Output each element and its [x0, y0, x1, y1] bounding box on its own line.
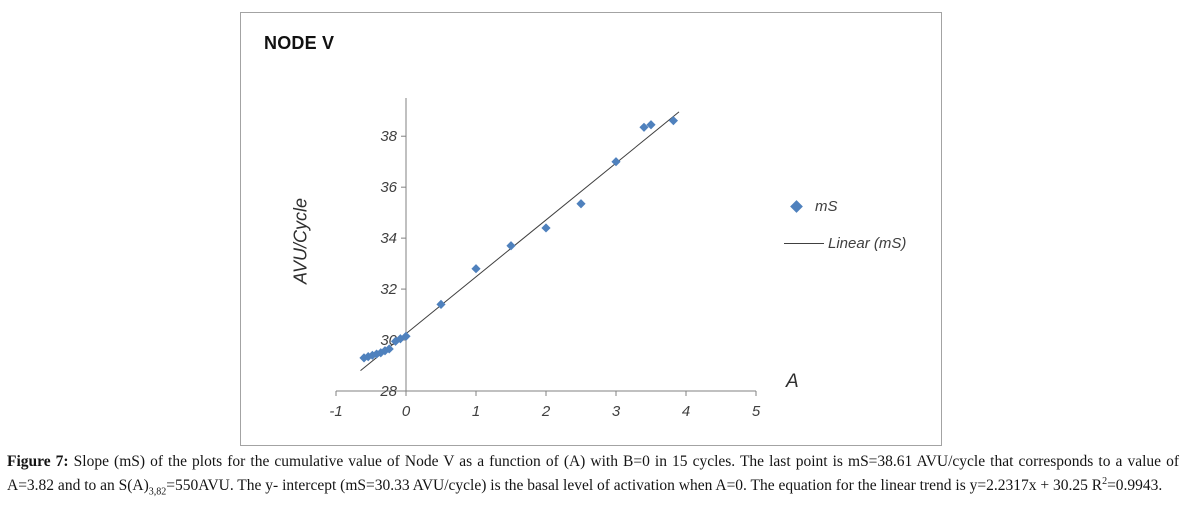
svg-text:28: 28: [379, 383, 397, 400]
legend: mS Linear (mS): [784, 196, 906, 270]
x-axis-label: A: [786, 371, 799, 392]
svg-text:32: 32: [380, 281, 397, 298]
caption-superscript: 2: [1102, 476, 1108, 488]
svg-text:38: 38: [380, 128, 397, 145]
caption-subscript: 3,82: [148, 486, 167, 498]
caption-text-3: =0.9943.: [1107, 477, 1163, 495]
svg-text:36: 36: [380, 179, 397, 196]
legend-label-linear: Linear (mS): [828, 234, 907, 252]
svg-text:30: 30: [380, 332, 397, 349]
svg-text:34: 34: [380, 230, 397, 247]
figure-caption: Figure 7: Slope (mS) of the plots for th…: [7, 450, 1179, 501]
chart-panel: NODE V -1 0 1 2 3 4 5 28 30 32 34 36 38 AVU/Cycle A …: [240, 12, 942, 446]
svg-text:3: 3: [612, 403, 621, 420]
figure-caption-label: Figure 7:: [7, 453, 69, 470]
svg-text:4: 4: [682, 403, 690, 420]
svg-text:1: 1: [472, 403, 480, 420]
svg-text:5: 5: [752, 403, 761, 420]
diamond-marker-icon: [790, 199, 803, 213]
caption-text-2: =550AVU. The y- intercept (mS=30.33 AVU/…: [166, 477, 1103, 495]
svg-text:-1: -1: [329, 403, 342, 420]
legend-label-ms: mS: [815, 197, 838, 215]
y-axis-label: AVU/Cycle: [290, 197, 311, 285]
chart-title: NODE V: [264, 33, 335, 53]
legend-item-ms: mS: [784, 196, 906, 216]
svg-text:0: 0: [402, 403, 411, 420]
trendline-swatch-icon: [784, 242, 824, 244]
caption-text-1: Slope (mS) of the plots for the cumulati…: [7, 453, 1179, 495]
legend-item-linear: Linear (mS): [784, 233, 906, 253]
svg-text:2: 2: [541, 403, 551, 420]
